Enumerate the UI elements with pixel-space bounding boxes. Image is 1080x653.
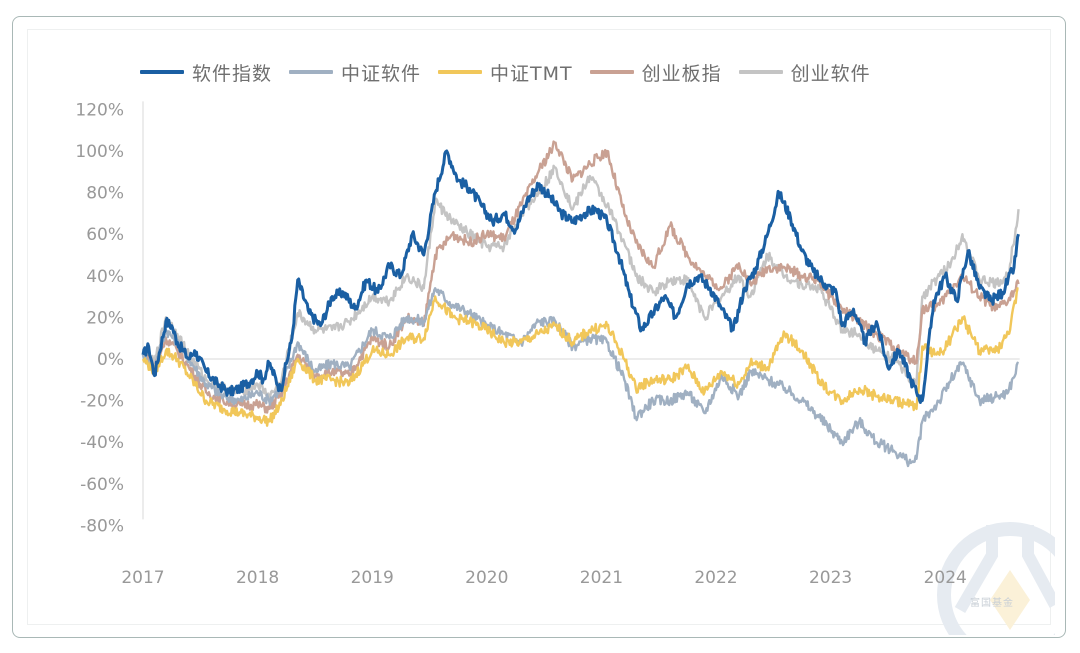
legend-swatch-3 (589, 70, 634, 74)
series-line-1 (141, 287, 1019, 468)
legend: 软件指数 中证软件 中证TMT 创业板指 创业软件 (140, 58, 888, 86)
y-tick-label: 60% (86, 225, 124, 245)
y-tick-label: -80% (80, 516, 124, 536)
y-tick-label: 80% (86, 184, 124, 204)
x-tick-label: 2019 (351, 568, 394, 588)
y-tick-label: -20% (80, 392, 124, 412)
legend-label-0: 软件指数 (192, 62, 273, 85)
legend-item-2: 中证TMT (438, 59, 573, 86)
legend-swatch-2 (438, 70, 483, 74)
y-tick-label: -40% (80, 433, 124, 453)
y-tick-label: 20% (86, 308, 124, 328)
legend-label-3: 创业板指 (641, 62, 722, 85)
legend-label-1: 中证软件 (341, 62, 422, 85)
y-tick-label: -60% (80, 475, 124, 495)
legend-item-0: 软件指数 (140, 59, 272, 86)
legend-swatch-4 (738, 70, 783, 74)
y-tick-label: 100% (75, 142, 124, 162)
x-tick-label: 2021 (580, 568, 623, 588)
x-tick-label: 2023 (809, 568, 852, 588)
legend-item-1: 中证软件 (289, 59, 421, 86)
fund-logo-watermark (937, 522, 1055, 635)
series-line-0 (141, 149, 1020, 404)
series-line-3 (142, 140, 1020, 414)
legend-label-2: 中证TMT (490, 62, 573, 85)
legend-label-4: 创业软件 (790, 62, 871, 85)
x-tick-label: 2020 (465, 568, 508, 588)
legend-item-3: 创业板指 (589, 59, 722, 86)
legend-item-4: 创业软件 (738, 59, 871, 86)
x-tick-label: 2018 (236, 568, 279, 588)
series-line-2 (141, 287, 1019, 427)
chart-frame (12, 16, 1066, 638)
chart-panel (27, 29, 1051, 625)
y-tick-label: 120% (75, 100, 124, 120)
legend-swatch-0 (140, 70, 184, 74)
y-tick-label: 40% (86, 267, 124, 287)
x-tick-label: 2024 (924, 568, 967, 588)
legend-swatch-1 (289, 70, 334, 74)
watermark-text: 富国基金 (970, 598, 1014, 609)
x-tick-label: 2022 (694, 568, 737, 588)
y-tick-label: 0% (97, 350, 124, 370)
x-tick-label: 2017 (121, 568, 164, 588)
